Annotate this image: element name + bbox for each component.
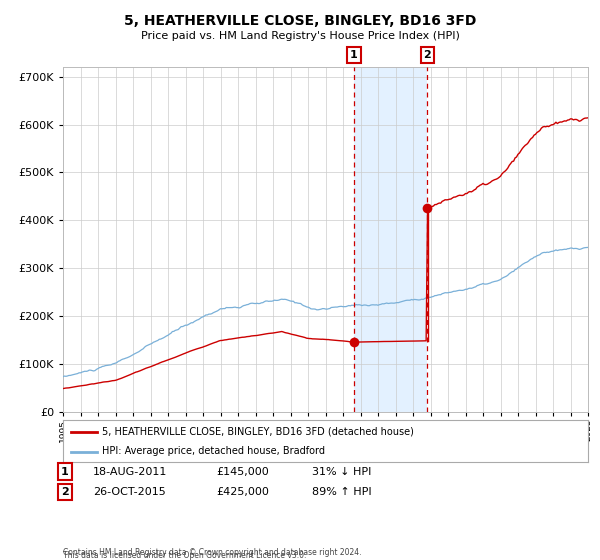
Text: £425,000: £425,000: [216, 487, 269, 497]
Text: 1: 1: [61, 466, 68, 477]
Text: 5, HEATHERVILLE CLOSE, BINGLEY, BD16 3FD: 5, HEATHERVILLE CLOSE, BINGLEY, BD16 3FD: [124, 14, 476, 28]
Text: Contains HM Land Registry data © Crown copyright and database right 2024.: Contains HM Land Registry data © Crown c…: [63, 548, 361, 557]
Text: 18-AUG-2011: 18-AUG-2011: [93, 466, 167, 477]
Text: 5, HEATHERVILLE CLOSE, BINGLEY, BD16 3FD (detached house): 5, HEATHERVILLE CLOSE, BINGLEY, BD16 3FD…: [103, 427, 414, 437]
Text: 2: 2: [61, 487, 68, 497]
Text: 26-OCT-2015: 26-OCT-2015: [93, 487, 166, 497]
Text: 1: 1: [350, 50, 358, 60]
Text: HPI: Average price, detached house, Bradford: HPI: Average price, detached house, Brad…: [103, 446, 325, 456]
Text: £145,000: £145,000: [216, 466, 269, 477]
Text: Price paid vs. HM Land Registry's House Price Index (HPI): Price paid vs. HM Land Registry's House …: [140, 31, 460, 41]
Text: 2: 2: [424, 50, 431, 60]
Bar: [354, 67, 427, 412]
Text: 31% ↓ HPI: 31% ↓ HPI: [312, 466, 371, 477]
Text: This data is licensed under the Open Government Licence v3.0.: This data is licensed under the Open Gov…: [63, 551, 307, 560]
Text: 89% ↑ HPI: 89% ↑ HPI: [312, 487, 371, 497]
